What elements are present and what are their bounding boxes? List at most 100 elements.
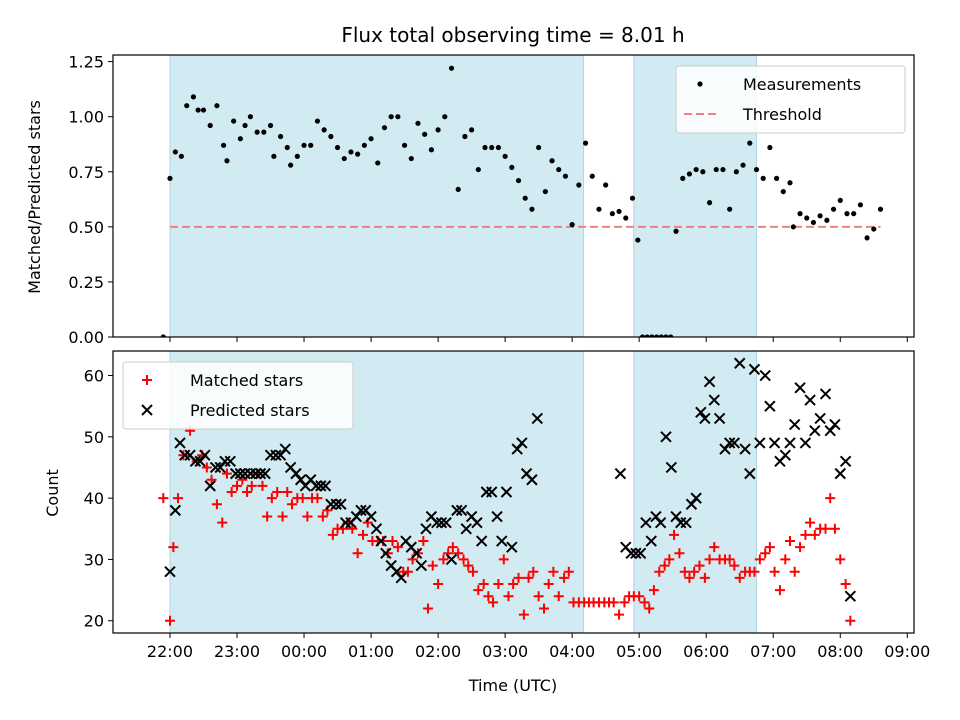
data-point [665, 461, 678, 474]
data-point [217, 517, 228, 528]
data-point [375, 160, 381, 166]
data-point [739, 443, 751, 455]
data-point [160, 334, 166, 337]
data-point [609, 211, 615, 217]
data-point [727, 206, 733, 212]
data-point [790, 224, 796, 230]
data-point [427, 560, 438, 571]
data-point [221, 468, 232, 479]
data-point [467, 566, 478, 577]
data-point [224, 455, 237, 468]
data-point [486, 486, 498, 498]
data-point [548, 566, 559, 577]
data-point [433, 578, 444, 589]
legend-label: Measurements [743, 75, 861, 94]
data-point [794, 382, 806, 394]
data-point [254, 129, 260, 135]
data-point [387, 536, 398, 547]
data-point [518, 609, 529, 620]
data-point [699, 572, 710, 583]
data-point [835, 554, 846, 565]
data-point [471, 516, 483, 529]
data-point [246, 480, 257, 491]
data-point [685, 498, 698, 510]
data-point [312, 493, 323, 504]
data-point [509, 164, 515, 170]
data-point [445, 553, 458, 566]
data-point [204, 480, 216, 492]
data-point [169, 504, 182, 517]
data-point [639, 334, 646, 337]
data-point [319, 480, 332, 492]
y-tick-label: 30 [84, 550, 104, 569]
data-point [639, 597, 650, 608]
data-point [270, 449, 282, 461]
data-point [234, 467, 247, 480]
data-point [206, 474, 217, 485]
data-point [608, 597, 619, 608]
data-point [361, 142, 367, 148]
x-tick-label: 22:00 [147, 642, 193, 661]
data-point [709, 542, 720, 553]
data-point [784, 437, 796, 449]
data-point [380, 547, 392, 560]
data-point [719, 443, 731, 455]
data-point [851, 211, 857, 217]
data-point [516, 437, 528, 449]
data-point [261, 129, 267, 135]
data-point [542, 188, 548, 195]
data-point [232, 480, 243, 491]
data-point [857, 202, 863, 208]
data-point [640, 516, 652, 529]
data-point [809, 529, 820, 540]
data-point [423, 603, 434, 614]
data-point [352, 548, 363, 559]
data-point [286, 499, 297, 510]
data-point [368, 136, 374, 142]
data-point [341, 155, 347, 162]
x-tick-label: 02:00 [415, 642, 461, 661]
data-point [355, 504, 367, 517]
data-point [648, 585, 659, 596]
data-point [649, 334, 655, 337]
data-point [713, 166, 719, 173]
data-point [167, 175, 173, 181]
y-tick-label: 60 [84, 367, 104, 386]
top-panel: 0.00 0.25 0.50 0.75 1.00 1.25 Measurements Thre… [68, 53, 915, 347]
data-point [734, 357, 746, 369]
data-point [315, 480, 327, 492]
data-point [644, 603, 655, 614]
data-point [774, 585, 785, 596]
data-point [335, 498, 347, 510]
data-point [556, 166, 562, 173]
data-point [629, 195, 636, 201]
data-point [488, 597, 499, 608]
data-point [658, 334, 664, 337]
data-point [700, 169, 706, 175]
data-point [789, 566, 800, 577]
data-point [301, 142, 307, 148]
data-point [327, 529, 338, 540]
data-point [440, 516, 452, 529]
data-point [804, 394, 816, 406]
data-point [787, 180, 793, 186]
data-point [266, 493, 277, 504]
data-point [799, 437, 812, 449]
data-point [616, 208, 622, 215]
data-point [768, 437, 781, 449]
data-point [543, 578, 554, 589]
x-tick-label: 03:00 [482, 642, 528, 661]
data-point [297, 493, 308, 504]
data-point [533, 591, 544, 602]
data-point [310, 480, 322, 492]
data-point [526, 474, 538, 486]
data-point [317, 511, 328, 522]
data-point [744, 467, 756, 480]
data-point [674, 548, 685, 559]
bottom-y-axis-label: Count [43, 469, 62, 517]
data-point [475, 535, 488, 547]
data-point [463, 560, 474, 571]
data-point [844, 590, 857, 602]
data-point [829, 418, 841, 431]
